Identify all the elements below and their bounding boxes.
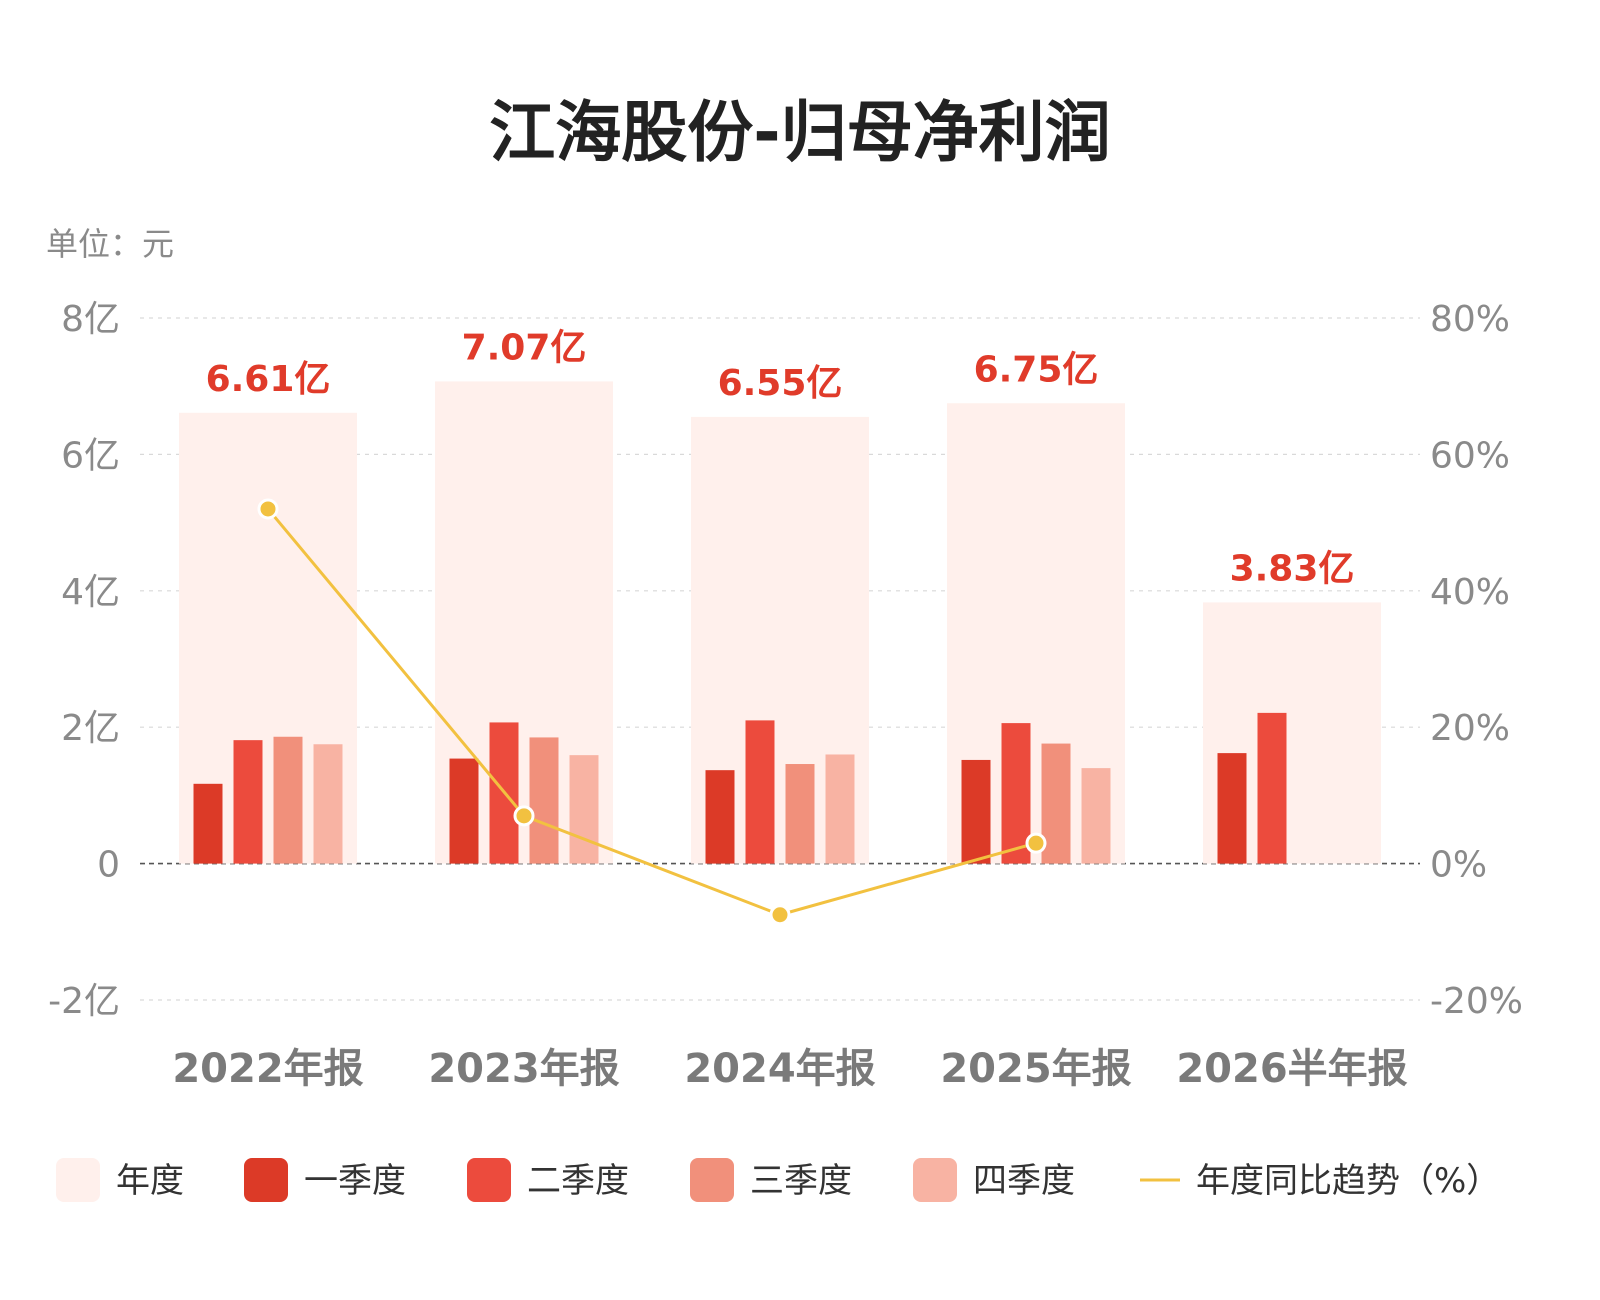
q2-bar (1257, 712, 1287, 864)
y-right-tick-label: 60% (1430, 435, 1510, 476)
q1-bar (449, 758, 479, 864)
yoy-point (257, 498, 279, 520)
legend-item-q2-swatch (467, 1158, 511, 1202)
legend-item-q1-swatch (244, 1158, 288, 1202)
y-left-tick-label: 4亿 (61, 572, 120, 613)
y-left-tick-label: 0 (97, 845, 120, 886)
q1-bar (961, 759, 991, 864)
annual-value-label: 6.55亿 (718, 363, 843, 404)
yoy-point (1025, 832, 1047, 854)
q4-bar (1081, 768, 1111, 864)
legend-item-q4-label: 四季度 (973, 1161, 1075, 1201)
q4-bar (313, 744, 343, 864)
legend-item-yoy-label: 年度同比趋势（%） (1196, 1161, 1500, 1201)
q4-bar (825, 754, 855, 864)
legend-item-q4-swatch (913, 1158, 957, 1202)
legend-item-q1-label: 一季度 (304, 1161, 406, 1201)
y-right-tick-label: -20% (1430, 981, 1523, 1022)
yoy-trend-line (257, 498, 1047, 926)
y-left-tick-label: 2亿 (61, 708, 120, 749)
x-category-label: 2026半年报 (1176, 1046, 1407, 1092)
annual-value-label: 6.61亿 (206, 359, 331, 400)
q3-bar (529, 737, 559, 864)
q2-bar (1001, 723, 1031, 864)
annual-value-labels: 6.61亿 7.07亿 6.55亿 6.75亿 3.83亿 (206, 327, 1355, 589)
q1-bar (1217, 753, 1247, 864)
q2-bar (233, 740, 263, 864)
q4-bar (569, 755, 599, 864)
y-left-tick-label: 6亿 (61, 435, 120, 476)
y-right-tick-label: 20% (1430, 708, 1510, 749)
yoy-point (769, 904, 791, 926)
legend: 年度 一季度 二季度 三季度 四季度 年度同比趋势（%） (56, 1158, 1500, 1202)
q1-bar (193, 783, 223, 864)
x-category-label: 2025年报 (940, 1046, 1131, 1092)
y-left-tick-label: 8亿 (61, 299, 120, 340)
q2-bar (745, 720, 775, 864)
x-category-label: 2022年报 (172, 1046, 363, 1092)
q1-bar (705, 770, 735, 864)
y-right-tick-label: 0% (1430, 845, 1487, 886)
q3-bar (273, 736, 303, 864)
legend-item-q2-label: 二季度 (527, 1161, 629, 1201)
y-right-tick-label: 80% (1430, 299, 1510, 340)
y-right-tick-label: 40% (1430, 572, 1510, 613)
annual-bars (179, 381, 1381, 864)
x-category-label: 2024年报 (684, 1046, 875, 1092)
unit-label: 单位：元 (46, 225, 174, 263)
legend-item-q3-label: 三季度 (750, 1161, 852, 1201)
legend-item-annual-swatch (56, 1158, 100, 1202)
annual-value-label: 6.75亿 (974, 349, 1099, 390)
annual-value-label: 3.83亿 (1230, 548, 1355, 589)
yoy-point (513, 805, 535, 827)
legend-item-annual-label: 年度 (116, 1161, 184, 1201)
y-left-tick-label: -2亿 (48, 981, 120, 1022)
x-category-label: 2023年报 (428, 1046, 619, 1092)
legend-item-q3-swatch (690, 1158, 734, 1202)
annual-value-label: 7.07亿 (462, 327, 587, 368)
yoy-line-path (266, 507, 1037, 917)
chart-title: 江海股份-归母净利润 (489, 94, 1110, 171)
axis-labels: -2亿 0 2亿 4亿 6亿 8亿 -20% 0% 20% 40% 60% 80% 2022年报 2023… (48, 299, 1523, 1092)
q3-bar (785, 764, 815, 864)
